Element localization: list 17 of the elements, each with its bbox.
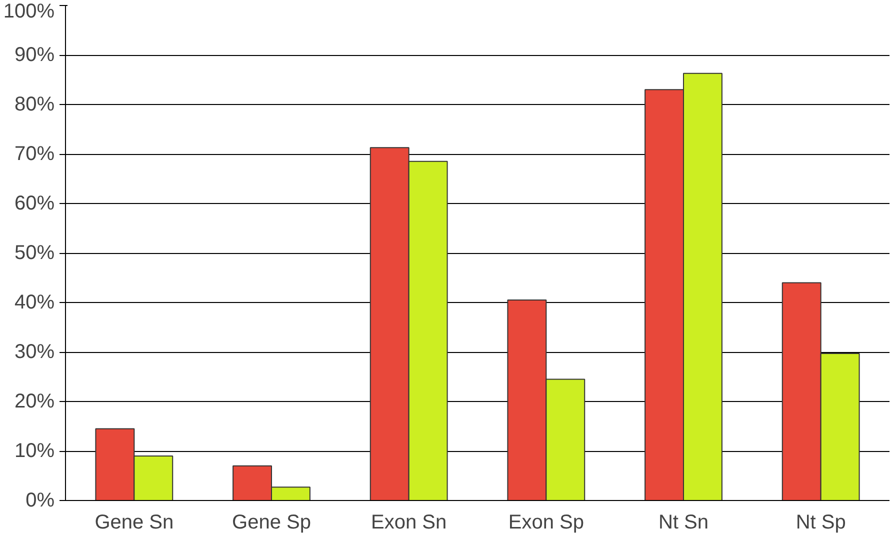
y-tick-label: 30% bbox=[14, 341, 55, 363]
y-tick-label: 60% bbox=[14, 192, 55, 214]
y-tick-label: 80% bbox=[14, 94, 55, 116]
y-tick-label: 90% bbox=[14, 44, 55, 66]
x-tick-label: Nt Sn bbox=[658, 512, 709, 534]
y-tick-label: 20% bbox=[14, 390, 55, 412]
x-tick-label: Exon Sn bbox=[371, 512, 447, 534]
y-tick-label: 10% bbox=[14, 440, 55, 462]
x-tick-label: Exon Sp bbox=[508, 512, 584, 534]
y-tick-label: 40% bbox=[14, 292, 55, 314]
y-tick-label: 0% bbox=[26, 490, 55, 512]
x-tick-label: Gene Sp bbox=[232, 512, 311, 534]
x-tick-label: Nt Sp bbox=[796, 512, 846, 534]
y-tick-label: 50% bbox=[14, 242, 55, 264]
y-tick-label: 100% bbox=[3, 0, 55, 22]
x-tick-label: Gene Sn bbox=[94, 512, 174, 534]
y-tick-label: 70% bbox=[14, 143, 55, 165]
